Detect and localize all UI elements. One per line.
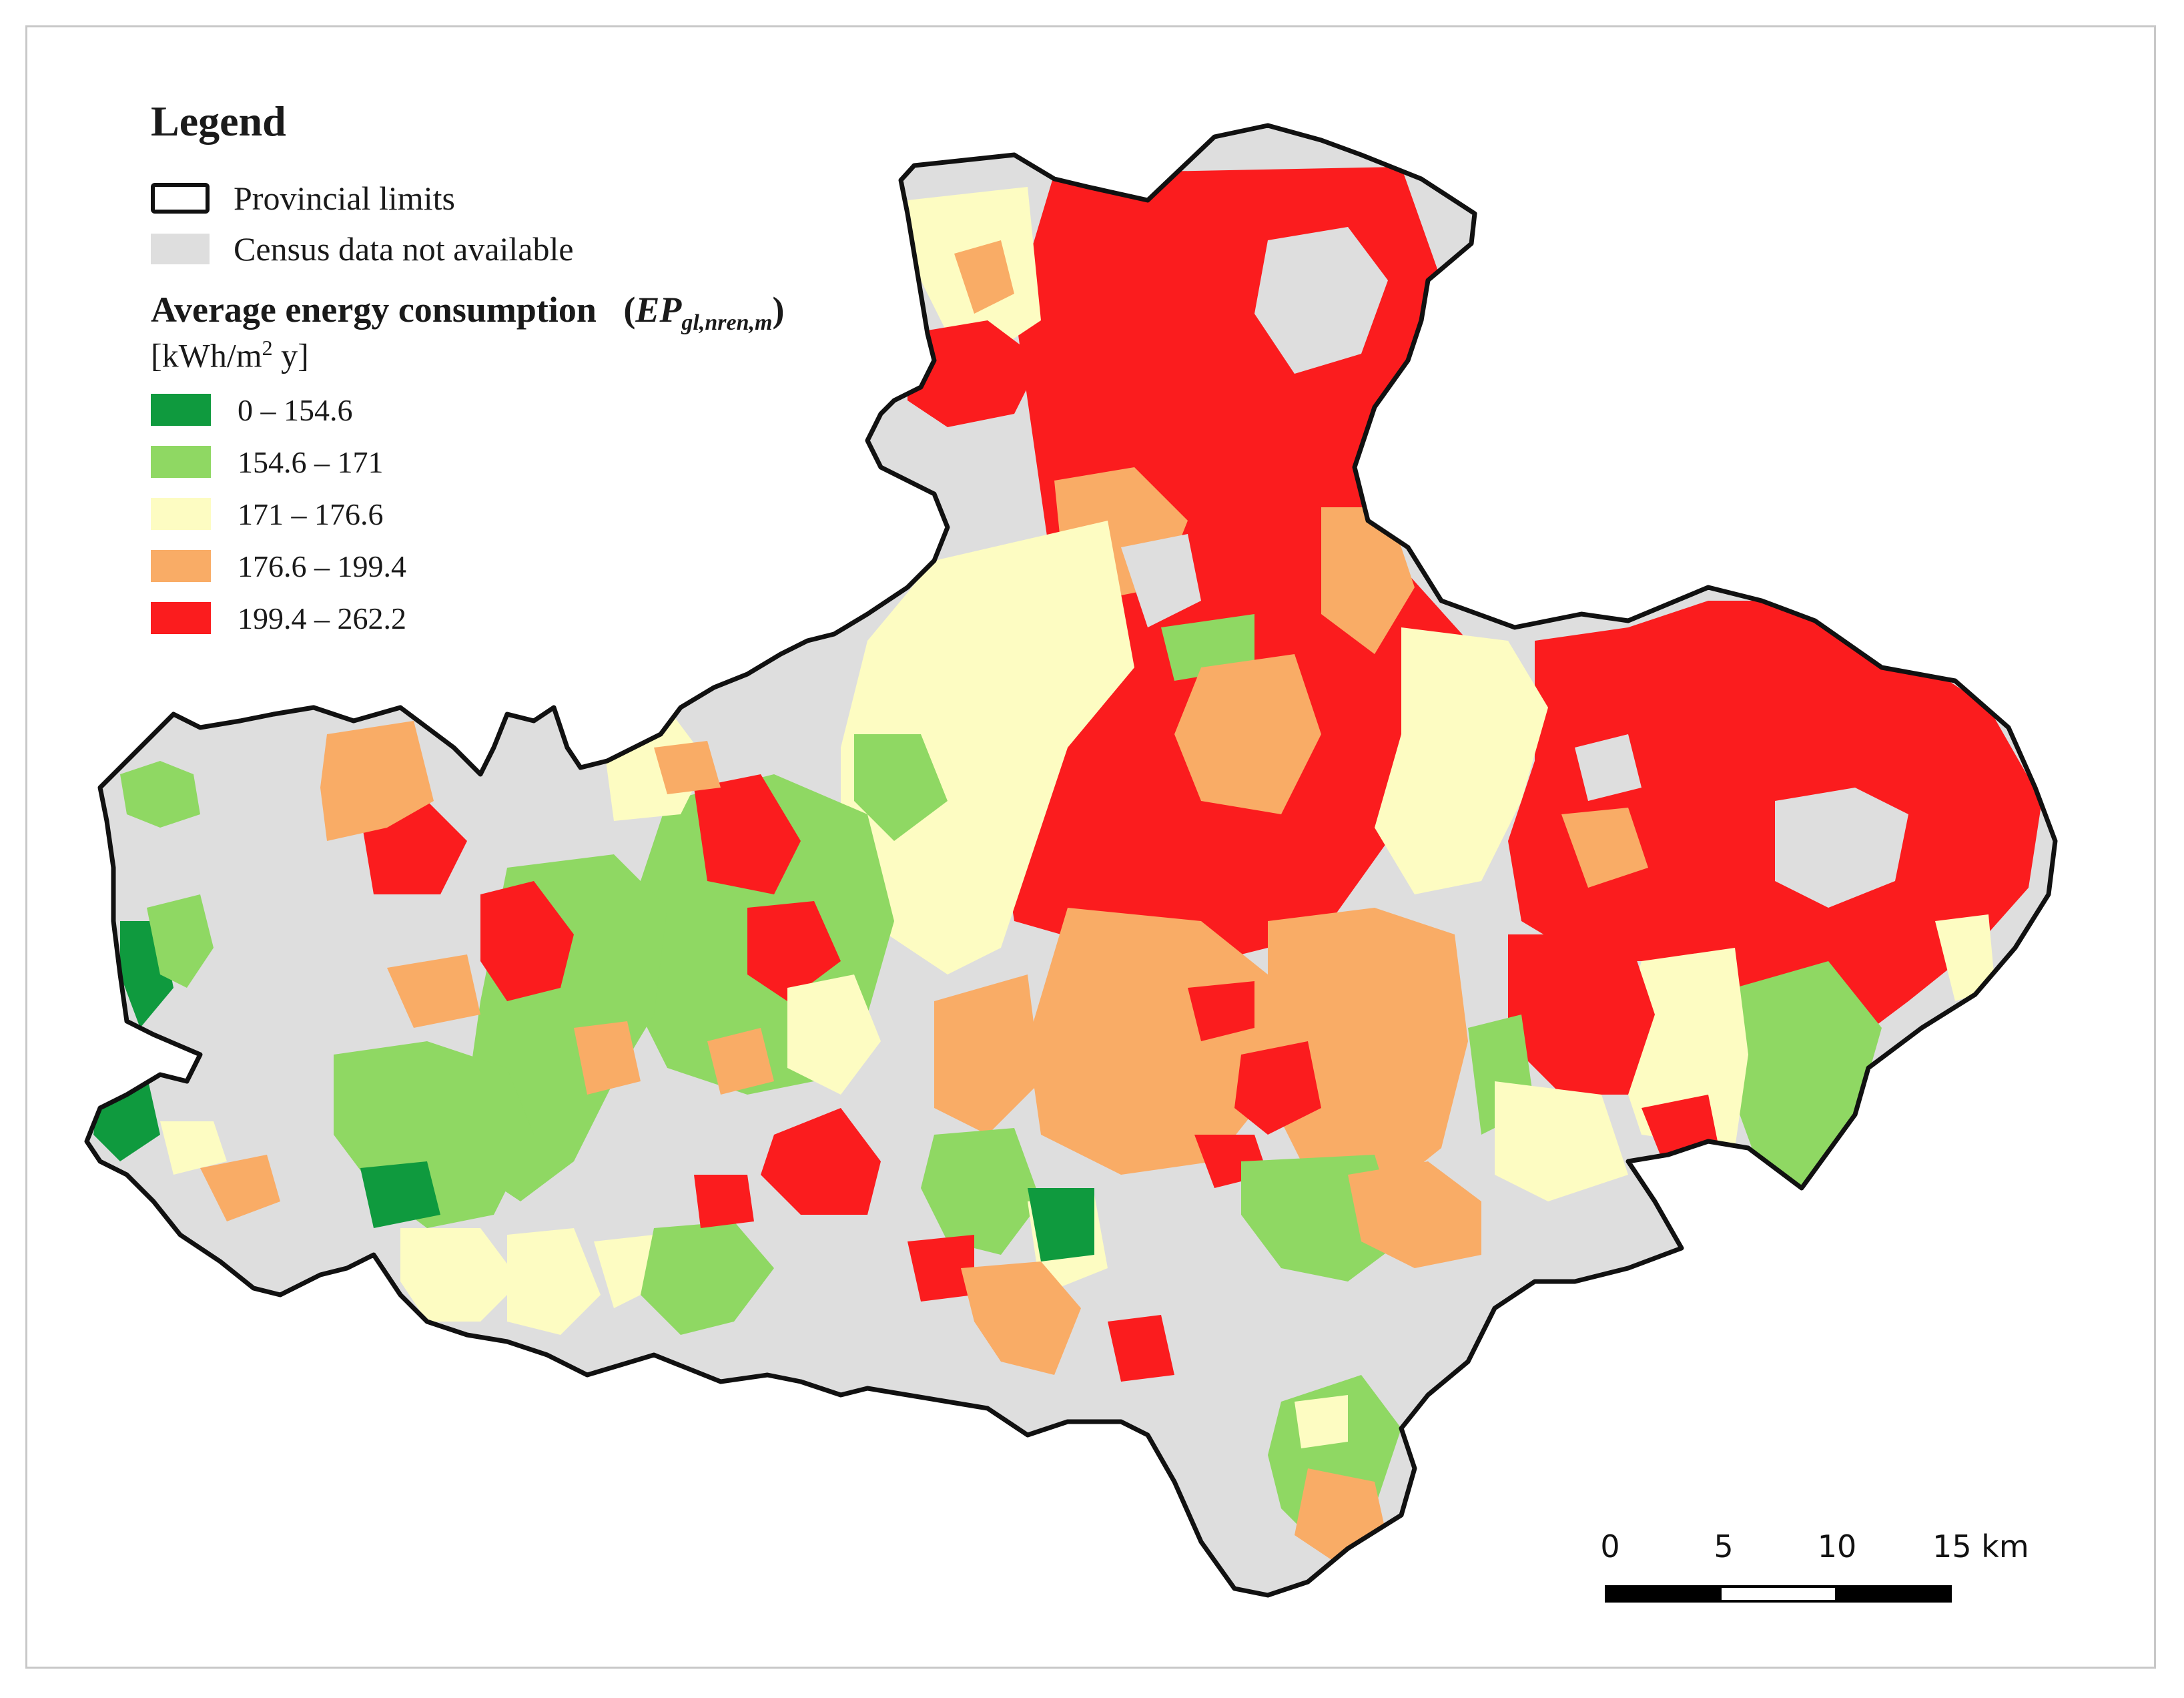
scale-bar-label: 15 km (1932, 1528, 2029, 1565)
unit-sup: 2 (262, 335, 273, 360)
map-frame (25, 25, 2156, 1669)
no-data-label: Census data not available (234, 230, 574, 268)
legend-class-1: 154.6 – 171 (151, 436, 784, 488)
legend-class-3: 176.6 – 199.4 (151, 540, 784, 592)
legend-class-swatch (151, 394, 211, 427)
scale-bar-label: 10 (1817, 1528, 1857, 1565)
unit-suffix: y] (272, 336, 309, 374)
legend-class-swatch (151, 550, 211, 583)
legend-class-swatch (151, 446, 211, 479)
legend-class-2: 171 – 176.6 (151, 488, 784, 540)
legend-class-4: 199.4 – 262.2 (151, 592, 784, 644)
legend-class-label: 0 – 154.6 (238, 392, 353, 427)
no-data-swatch (151, 234, 210, 264)
legend-class-label: 171 – 176.6 (238, 497, 384, 531)
legend-classes: 0 – 154.6 154.6 – 171 171 – 176.6 176.6 – 1… (151, 384, 784, 644)
scale-bar-graphic (1605, 1585, 1952, 1603)
consumption-title-text: Average energy consumption (151, 290, 597, 330)
consumption-title: Average energy consumption (EPgl,nren,m) (151, 290, 785, 335)
legend-class-swatch (151, 602, 211, 635)
legend-item-no-data: Census data not available (151, 224, 784, 274)
provincial-limits-swatch (151, 183, 210, 214)
legend-class-0: 0 – 154.6 (151, 384, 784, 436)
ep-subscript: gl,nren,m (681, 310, 773, 335)
scale-bar-label: 0 (1600, 1528, 1620, 1565)
legend-class-label: 176.6 – 199.4 (238, 549, 406, 583)
unit-prefix: [kWh/m (151, 336, 262, 374)
legend-class-swatch (151, 498, 211, 531)
legend-class-label: 154.6 – 171 (238, 445, 384, 479)
legend: Legend Provincial limits Census data not… (151, 97, 784, 644)
legend-item-provincial-limits: Provincial limits (151, 173, 784, 224)
legend-class-label: 199.4 – 262.2 (238, 601, 406, 635)
ep-symbol: EP (635, 290, 682, 330)
unit-label: [kWh/m2 y] (151, 336, 784, 375)
scale-bar-label: 5 (1714, 1528, 1734, 1565)
provincial-limits-label: Provincial limits (234, 180, 455, 217)
legend-title: Legend (151, 97, 286, 145)
